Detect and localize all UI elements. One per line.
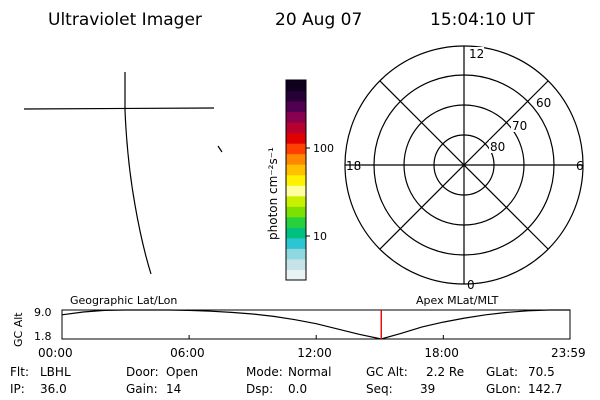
clock-label-6: 6 <box>576 159 584 173</box>
telemetry-value: 142.7 <box>528 382 562 396</box>
instrument-title: Ultraviolet Imager <box>48 10 202 30</box>
colorbar-ticks <box>306 147 310 237</box>
colorbar-cell <box>286 195 306 207</box>
telemetry-key: Door: <box>126 365 159 379</box>
colorbar-tick-100: 100 <box>313 142 334 155</box>
telemetry-key: Mode: <box>246 365 283 379</box>
telemetry-key: Seq: <box>366 382 393 396</box>
clock-label-12: 12 <box>469 47 484 61</box>
x-tick-label: 06:00 <box>170 346 205 360</box>
colorbar-tick-10: 10 <box>313 230 327 243</box>
timeline-right-label: Apex MLat/MLT <box>416 294 499 307</box>
timeline-ytick-min: 1.8 <box>34 330 52 343</box>
altitude-curve <box>61 309 570 340</box>
telemetry-value: 70.5 <box>528 365 555 379</box>
colorbar-cell <box>286 237 306 249</box>
map-longitude-line <box>124 72 152 275</box>
colorbar-cell <box>286 101 306 113</box>
polar-labels: 12 18 6 0 60 70 80 <box>346 47 584 292</box>
colorbar-cells <box>286 80 306 281</box>
colorbar-cell <box>286 90 306 102</box>
polar-diagonal-2 <box>379 80 549 250</box>
telemetry-value: 39 <box>420 382 435 396</box>
colorbar-frame <box>285 79 307 281</box>
telemetry-footer: Flt: LBHL Door: Open Mode: Normal GC Alt: 2.2 R… <box>10 365 562 396</box>
telemetry-value: 2.2 Re <box>426 365 464 379</box>
telemetry-key: GLon: <box>486 382 521 396</box>
colorbar-cell <box>286 258 306 270</box>
x-tick-label: 18:00 <box>424 346 459 360</box>
lat-label-70: 70 <box>512 119 527 133</box>
telemetry-value: 14 <box>166 382 181 396</box>
timeline-left-label: Geographic Lat/Lon <box>70 294 177 307</box>
colorbar-unit-label: photon cm⁻²s⁻¹ <box>266 147 280 240</box>
colorbar-cell <box>286 206 306 218</box>
x-tick-label: 12:00 <box>297 346 332 360</box>
lat-label-80: 80 <box>490 140 505 154</box>
telemetry-value: Normal <box>288 365 331 379</box>
date-label: 20 Aug 07 <box>275 10 362 30</box>
polar-plot <box>344 45 584 285</box>
telemetry-key: GC Alt: <box>366 365 408 379</box>
map-coast-fragment <box>217 145 223 153</box>
timeline-x-ticks: 00:00 06:00 12:00 18:00 23:59 <box>38 335 586 360</box>
colorbar-cell <box>286 132 306 144</box>
colorbar: 100 10 photon cm⁻²s⁻¹ <box>266 79 334 281</box>
lat-label-60: 60 <box>536 96 551 110</box>
header: Ultraviolet Imager 20 Aug 07 15:04:10 UT <box>48 10 535 30</box>
timeline-ytick-max: 9.0 <box>34 306 52 319</box>
colorbar-cell <box>286 111 306 123</box>
geographic-map-panel <box>23 72 223 275</box>
colorbar-cell <box>286 185 306 197</box>
clock-label-18: 18 <box>346 159 361 173</box>
telemetry-key: Flt: <box>10 365 29 379</box>
colorbar-cell <box>286 164 306 176</box>
telemetry-value: 36.0 <box>40 382 67 396</box>
colorbar-cell <box>286 248 306 260</box>
telemetry-key: GLat: <box>486 365 518 379</box>
x-tick-label: 23:59 <box>551 346 586 360</box>
telemetry-value: 0.0 <box>288 382 307 396</box>
colorbar-cell <box>286 174 306 186</box>
telemetry-value: LBHL <box>40 365 71 379</box>
colorbar-cell <box>286 216 306 228</box>
map-latitude-line <box>23 107 215 110</box>
colorbar-cell <box>286 80 306 92</box>
telemetry-key: Gain: <box>126 382 158 396</box>
colorbar-cell <box>286 143 306 155</box>
telemetry-key: Dsp: <box>246 382 273 396</box>
colorbar-cell <box>286 227 306 239</box>
telemetry-key: IP: <box>10 382 25 396</box>
timeline-axis-label: GC Alt <box>12 312 25 347</box>
timeline-panel: Geographic Lat/Lon Apex MLat/MLT GC Alt … <box>12 294 586 360</box>
time-label: 15:04:10 UT <box>430 10 535 30</box>
colorbar-cell <box>286 269 306 281</box>
x-tick-label: 00:00 <box>38 346 73 360</box>
colorbar-cell <box>286 122 306 134</box>
clock-label-0: 0 <box>467 278 475 292</box>
telemetry-value: Open <box>166 365 198 379</box>
colorbar-cell <box>286 153 306 165</box>
